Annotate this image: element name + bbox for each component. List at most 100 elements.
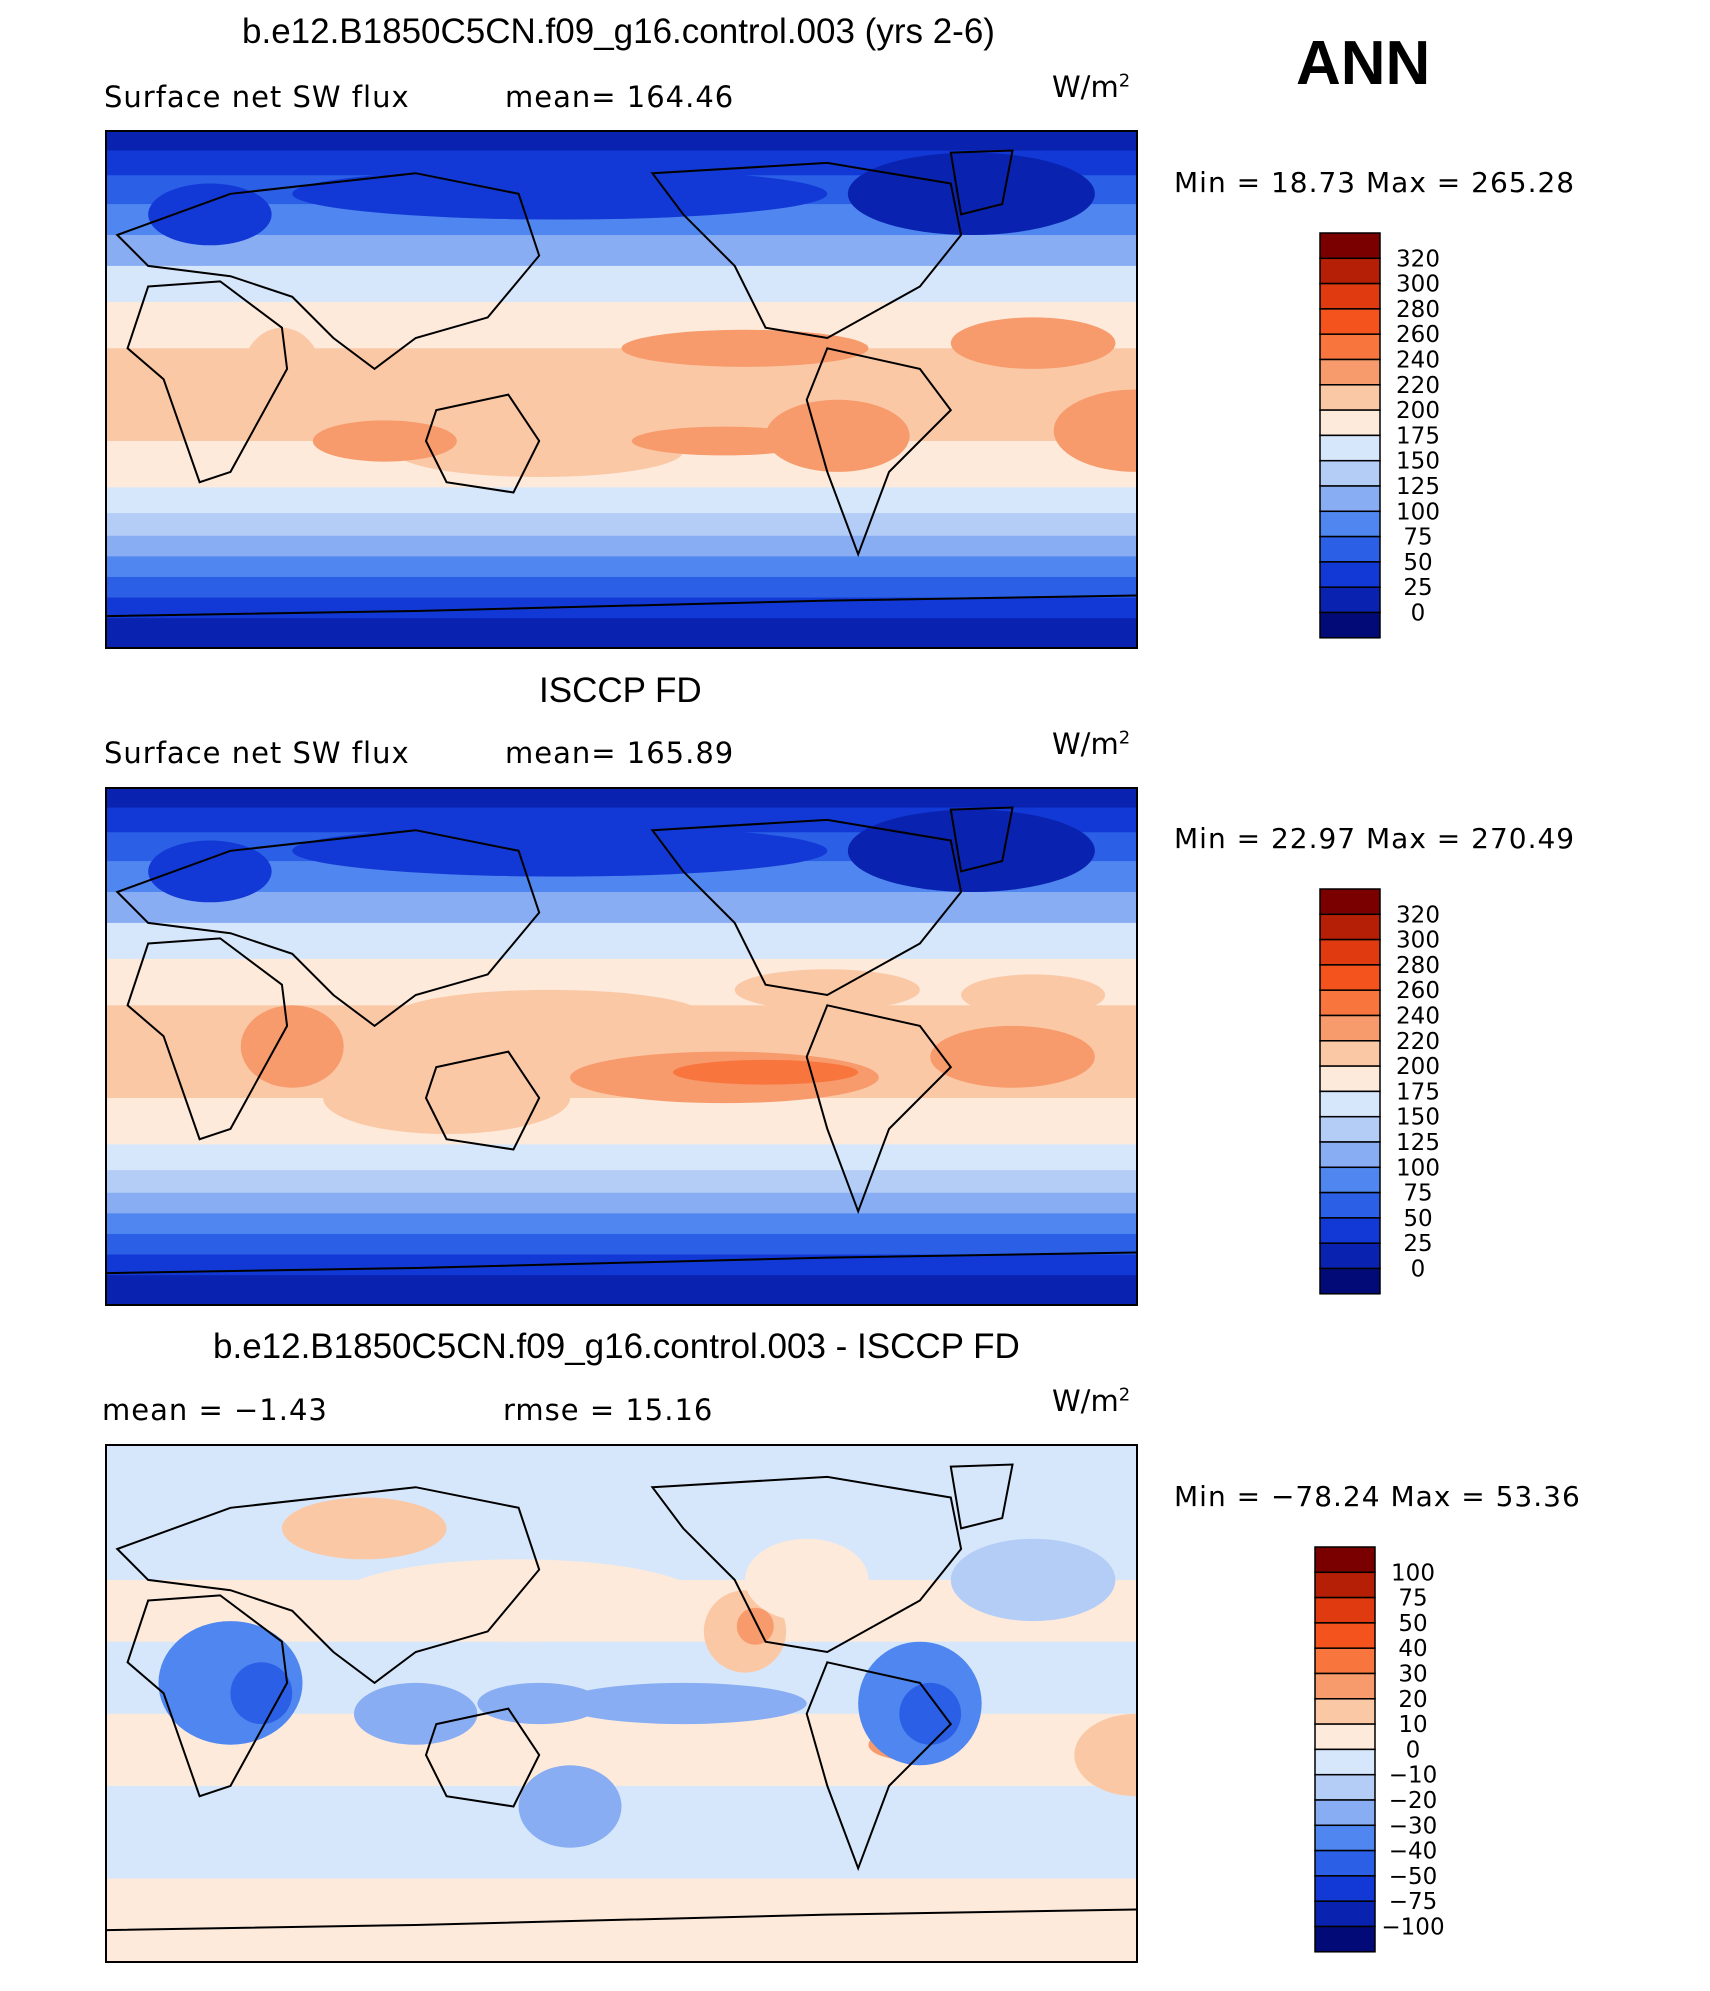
field-blob bbox=[950, 1538, 1116, 1622]
coastline bbox=[951, 1465, 1013, 1529]
coastline bbox=[807, 348, 951, 554]
coastline bbox=[951, 151, 1013, 215]
field-blob bbox=[930, 1025, 1095, 1088]
field-band bbox=[107, 618, 1136, 647]
field-blob bbox=[518, 1765, 622, 1848]
colorbar-tick-label: −50 bbox=[1389, 1864, 1438, 1890]
field-blob bbox=[281, 1497, 447, 1560]
field-band bbox=[107, 1170, 1136, 1194]
panel2-units-base: W/m bbox=[1052, 727, 1119, 761]
colorbar-tick-label: 300 bbox=[1396, 272, 1440, 298]
field-blob bbox=[1074, 1713, 1136, 1797]
field-band bbox=[107, 535, 1136, 558]
field-band bbox=[107, 513, 1136, 537]
colorbar-box bbox=[1319, 434, 1381, 462]
panel2-units-exp: 2 bbox=[1118, 727, 1131, 749]
colorbar-box bbox=[1314, 1799, 1376, 1827]
colorbar-box bbox=[1314, 1925, 1376, 1953]
colorbar-tick-label: 40 bbox=[1398, 1636, 1427, 1662]
colorbar-box bbox=[1314, 1571, 1376, 1599]
colorbar-tick-label: 320 bbox=[1396, 902, 1440, 928]
field-blob bbox=[148, 183, 272, 246]
field-blob bbox=[847, 152, 1095, 235]
colorbar-tick-label: 75 bbox=[1403, 525, 1432, 551]
colorbar-tick-label: 100 bbox=[1391, 1560, 1435, 1586]
colorbar-box bbox=[1319, 1267, 1381, 1295]
colorbar-tick-label: 100 bbox=[1396, 499, 1440, 525]
colorbar-tick-label: −10 bbox=[1389, 1763, 1438, 1789]
colorbar-box bbox=[1319, 384, 1381, 411]
colorbar-tick-label: 25 bbox=[1403, 1231, 1432, 1257]
colorbar-box bbox=[1319, 1191, 1381, 1219]
colorbar-box bbox=[1319, 938, 1381, 966]
field-band bbox=[107, 556, 1136, 578]
field-blob bbox=[672, 1059, 859, 1085]
panel2-variable-label: Surface net SW flux bbox=[104, 736, 410, 770]
colorbar-tick-label: 75 bbox=[1398, 1586, 1427, 1612]
field-band bbox=[107, 922, 1136, 960]
colorbar-box bbox=[1314, 1875, 1376, 1902]
colorbar-tick-label: 0 bbox=[1406, 1737, 1421, 1763]
colorbar-tick-label: 25 bbox=[1403, 575, 1432, 601]
colorbar-box bbox=[1314, 1723, 1376, 1751]
panel3-rmse-label: rmse = 15.16 bbox=[503, 1393, 714, 1427]
coastline bbox=[807, 1662, 951, 1868]
field-band bbox=[107, 576, 1136, 599]
coastline bbox=[807, 1005, 951, 1211]
field-band bbox=[107, 132, 1136, 152]
field-blob bbox=[621, 329, 869, 367]
colorbar-box bbox=[1319, 964, 1381, 991]
colorbar-box bbox=[1319, 586, 1381, 614]
coastline bbox=[128, 938, 287, 1139]
field-blob bbox=[395, 989, 704, 1042]
coastline bbox=[652, 163, 961, 338]
field-blob bbox=[292, 168, 828, 220]
colorbar-tick-label: 200 bbox=[1396, 1054, 1440, 1080]
colorbar-box bbox=[1319, 232, 1381, 260]
panel3-mean-label: mean = −1.43 bbox=[102, 1393, 328, 1427]
panel3-map bbox=[105, 1444, 1138, 1963]
coastline bbox=[426, 395, 539, 493]
panel1-contour-field bbox=[107, 132, 1136, 647]
colorbar-tick-label: 260 bbox=[1396, 322, 1440, 348]
colorbar-tick-label: −30 bbox=[1389, 1813, 1438, 1839]
colorbar-box bbox=[1319, 611, 1381, 639]
colorbar-box bbox=[1319, 333, 1381, 361]
panel1-colorbar: 320 300 280 260 240 220 200 175 150 125 100 75 50 25 0 bbox=[1318, 231, 1478, 641]
colorbar-box bbox=[1314, 1647, 1376, 1675]
field-blob bbox=[230, 1662, 293, 1725]
panel1-units: W/m2 bbox=[1052, 70, 1130, 104]
field-blob bbox=[765, 399, 910, 472]
coastline bbox=[951, 808, 1013, 872]
panel2-colorbar: 320 300 280 260 240 220 200 175 150 125 100 75 50 25 0 bbox=[1318, 887, 1478, 1297]
coastline bbox=[117, 1487, 539, 1683]
colorbar-box bbox=[1319, 409, 1381, 437]
coastline bbox=[107, 1910, 1136, 1931]
colorbar-box bbox=[1319, 1166, 1381, 1194]
colorbar-box bbox=[1314, 1672, 1376, 1700]
panel1-units-base: W/m bbox=[1052, 70, 1119, 104]
field-band bbox=[107, 597, 1136, 620]
field-band bbox=[107, 892, 1136, 924]
panel1-title: b.e12.B1850C5CN.f09_g16.control.003 (yrs… bbox=[242, 12, 995, 51]
panel1-mean-label: mean= 164.46 bbox=[505, 80, 735, 114]
colorbar-tick-label: −40 bbox=[1389, 1839, 1438, 1865]
colorbar-tick-label: 50 bbox=[1398, 1611, 1427, 1637]
field-blob bbox=[744, 1538, 869, 1622]
colorbar-box bbox=[1319, 485, 1381, 513]
field-band bbox=[107, 789, 1136, 809]
colorbar-box bbox=[1319, 1217, 1381, 1244]
colorbar-box bbox=[1319, 358, 1381, 386]
colorbar-box bbox=[1314, 1748, 1376, 1776]
colorbar-box bbox=[1319, 1141, 1381, 1169]
colorbar-box bbox=[1319, 989, 1381, 1017]
panel1-variable-label: Surface net SW flux bbox=[104, 80, 410, 114]
panel1-map bbox=[105, 130, 1138, 649]
colorbar-tick-label: 300 bbox=[1396, 928, 1440, 954]
panel3-contour-field bbox=[107, 1446, 1136, 1961]
colorbar-tick-label: −20 bbox=[1389, 1788, 1438, 1814]
panel1-units-exp: 2 bbox=[1118, 70, 1131, 92]
field-blob bbox=[148, 840, 272, 903]
colorbar-tick-label: 50 bbox=[1403, 550, 1432, 576]
colorbar-tick-label: 320 bbox=[1396, 246, 1440, 272]
